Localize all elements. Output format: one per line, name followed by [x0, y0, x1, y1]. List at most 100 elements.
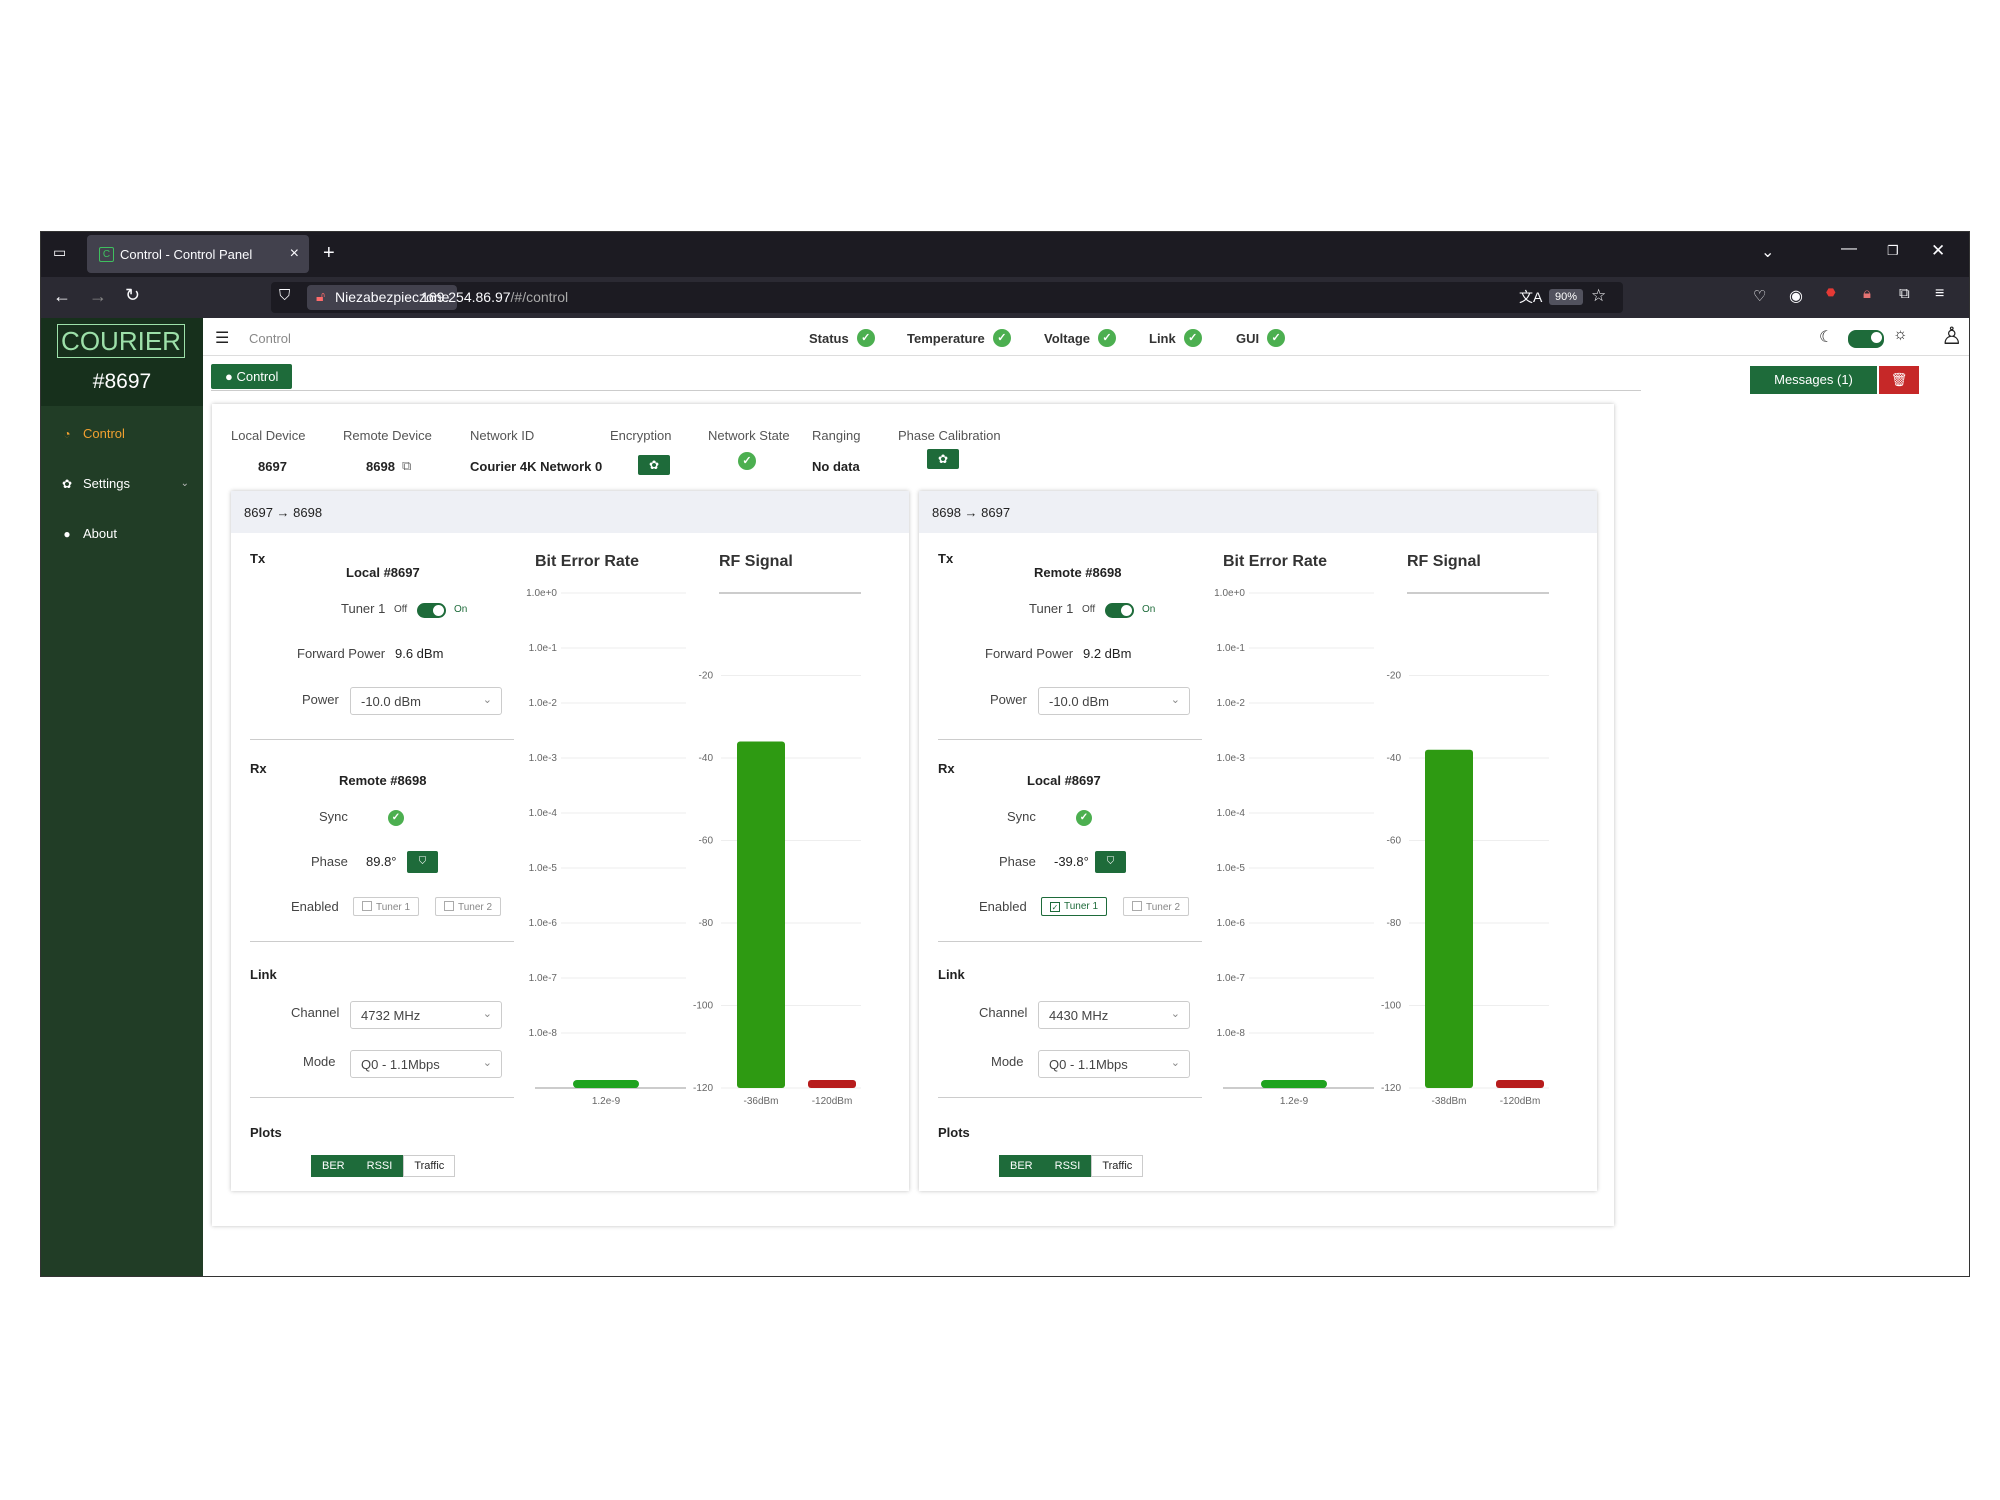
- rf-chart-title: RF Signal: [719, 553, 793, 570]
- sidebar-item-about[interactable]: ● About: [59, 526, 117, 541]
- pocket-icon[interactable]: ♡: [1753, 288, 1767, 305]
- address-bar[interactable]: ⛉ 🔓︎ Niezabezpieczone 169.254.86.97/#/co…: [271, 282, 1623, 313]
- tab-overview-icon[interactable]: ▭: [53, 244, 67, 260]
- status-indicator-temperature[interactable]: Temperature ✓: [907, 329, 1011, 347]
- status-indicator-status[interactable]: Status ✓: [809, 329, 875, 347]
- section-divider: [250, 1097, 514, 1098]
- ber-bar: [573, 1080, 639, 1088]
- mode-select[interactable]: Q0 - 1.1Mbps ⌄: [350, 1050, 502, 1078]
- ranging-label: Ranging: [812, 428, 861, 443]
- restore-icon[interactable]: ❐: [1887, 243, 1899, 258]
- menu-icon[interactable]: ≡: [1935, 285, 1945, 302]
- link-heading: Link: [938, 967, 965, 982]
- tuner2-enabled-chip[interactable]: Tuner 2: [435, 897, 502, 916]
- rssi-plot-button[interactable]: RSSI: [355, 1155, 404, 1177]
- ber-tick-label: 1.0e-3: [529, 753, 558, 764]
- power-select[interactable]: -10.0 dBm ⌄: [1038, 687, 1190, 715]
- chevron-down-icon: ⌄: [1170, 694, 1180, 706]
- tuner1-enabled-chip[interactable]: Tuner 1: [353, 897, 420, 916]
- power-select[interactable]: -10.0 dBm ⌄: [350, 687, 502, 715]
- rf-bar-label: -38dBm: [1431, 1096, 1466, 1107]
- phase-calibration-button[interactable]: ✿: [927, 449, 959, 469]
- control-card: Local Device Remote Device Network ID En…: [212, 404, 1614, 1226]
- sidebar-item-settings[interactable]: ✿ Settings ⌄: [59, 476, 189, 491]
- sync-check-icon: ✓: [1076, 810, 1092, 826]
- sync-check-icon: ✓: [388, 810, 404, 826]
- traffic-plot-button[interactable]: Traffic: [403, 1155, 456, 1177]
- encryption-settings-button[interactable]: ✿: [638, 455, 670, 475]
- url-host: 169.254.86.97: [421, 289, 511, 305]
- channel-select[interactable]: 4430 MHz ⌄: [1038, 1001, 1190, 1029]
- panel-title: 8697 → 8698: [231, 491, 909, 533]
- tuner1-label: Tuner 1: [1029, 601, 1074, 616]
- rf-bar-label: -36dBm: [743, 1096, 778, 1107]
- mode-label: Mode: [991, 1054, 1024, 1069]
- reload-icon[interactable]: ↻: [125, 285, 141, 305]
- shield-icon[interactable]: ⛉: [279, 287, 291, 304]
- status-label: GUI: [1236, 330, 1260, 346]
- sidebar-item-control[interactable]: ◔ Control: [59, 426, 125, 441]
- tab-list-chevron-icon[interactable]: ⌄: [1761, 244, 1775, 261]
- tab-bar: ▭ C Control - Control Panel × + ⌄ — ❐ ✕: [41, 232, 1969, 277]
- phase-apply-button[interactable]: ⛉: [1095, 851, 1126, 873]
- rf-tick-label: -120: [1381, 1083, 1401, 1094]
- extensions-icon[interactable]: ⧉: [1899, 285, 1910, 302]
- new-tab-icon[interactable]: +: [323, 242, 335, 264]
- rf-chart-title: RF Signal: [1407, 553, 1481, 570]
- ublock-icon[interactable]: ⬣: [1826, 287, 1836, 299]
- ber-plot-button[interactable]: BER: [999, 1155, 1044, 1177]
- hamburger-menu-icon[interactable]: ☰: [215, 330, 230, 347]
- tx-device: Local #8697: [346, 565, 420, 580]
- favicon-icon: C: [99, 246, 114, 262]
- traffic-plot-button[interactable]: Traffic: [1091, 1155, 1144, 1177]
- back-icon[interactable]: ←: [53, 286, 71, 306]
- minimize-icon[interactable]: —: [1841, 240, 1857, 257]
- gear-icon: ✿: [61, 476, 73, 491]
- ber-tick-label: 1.0e-2: [1217, 698, 1246, 709]
- ber-plot-button[interactable]: BER: [311, 1155, 356, 1177]
- bookmark-star-icon[interactable]: ☆: [1591, 286, 1607, 305]
- rssi-plot-button[interactable]: RSSI: [1043, 1155, 1092, 1177]
- power-select-value: -10.0 dBm: [1049, 694, 1109, 709]
- tuner2-enabled-chip[interactable]: Tuner 2: [1123, 897, 1190, 916]
- copy-icon[interactable]: ⧉: [402, 458, 412, 473]
- translate-icon[interactable]: 文A: [1519, 289, 1543, 305]
- forward-power-value: 9.6 dBm: [395, 646, 444, 661]
- channel-select[interactable]: 4732 MHz ⌄: [350, 1001, 502, 1029]
- mode-select[interactable]: Q0 - 1.1Mbps ⌄: [1038, 1050, 1190, 1078]
- panel-title: 8698 → 8697: [919, 491, 1597, 533]
- tx-heading: Tx: [938, 551, 954, 566]
- ber-tick-label: 1.0e-7: [1217, 973, 1246, 984]
- status-label: Status: [809, 330, 849, 346]
- rf-bar: [1496, 1080, 1544, 1088]
- check-icon: ✓: [992, 329, 1011, 347]
- messages-button[interactable]: Messages (1): [1750, 366, 1877, 394]
- network-id-label: Network ID: [470, 428, 535, 443]
- close-tab-icon[interactable]: ×: [289, 245, 299, 262]
- trash-icon[interactable]: 🗑︎: [1879, 366, 1919, 394]
- link-panel-reverse: 8698 → 8697 Tx Remote #8698 Tuner 1 Off …: [919, 491, 1597, 1191]
- browser-tab[interactable]: C Control - Control Panel ×: [87, 235, 309, 273]
- broken-lock-icon: 🔓︎: [316, 288, 326, 304]
- forward-icon[interactable]: →: [89, 286, 107, 306]
- zoom-level[interactable]: 90%: [1549, 289, 1584, 305]
- status-indicator-gui[interactable]: GUI ✓: [1236, 329, 1286, 347]
- breadcrumb[interactable]: Control: [249, 331, 291, 346]
- phase-apply-button[interactable]: ⛉: [407, 851, 438, 873]
- insecure-badge[interactable]: 🔓︎ Niezabezpieczone: [307, 285, 458, 310]
- status-indicator-link[interactable]: Link ✓: [1149, 329, 1202, 347]
- url-text[interactable]: 169.254.86.97/#/control: [421, 289, 568, 305]
- user-icon[interactable]: ♙: [1941, 323, 1963, 350]
- tuner1-toggle[interactable]: [1105, 603, 1134, 618]
- account-icon[interactable]: ◉: [1789, 288, 1803, 305]
- status-indicator-voltage[interactable]: Voltage ✓: [1044, 329, 1116, 347]
- tuner1-toggle[interactable]: [417, 603, 446, 618]
- device-number: #8697: [92, 370, 152, 393]
- extension-lock-icon[interactable]: 🔒︎: [1863, 285, 1871, 302]
- theme-toggle[interactable]: [1848, 330, 1884, 348]
- control-tab-badge[interactable]: ● Control: [211, 364, 293, 389]
- tuner1-enabled-chip[interactable]: ✓ Tuner 1: [1041, 897, 1108, 916]
- sidebar-item-label: About: [83, 526, 117, 541]
- forward-power-label: Forward Power: [985, 646, 1074, 661]
- close-window-icon[interactable]: ✕: [1931, 241, 1946, 260]
